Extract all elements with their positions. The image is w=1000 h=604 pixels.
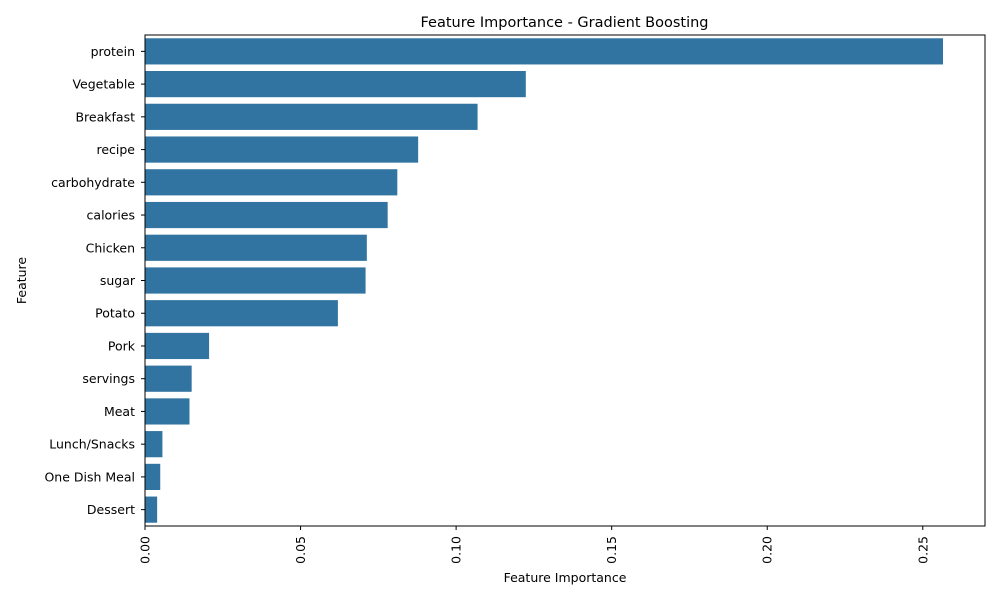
bar-meat xyxy=(145,398,190,425)
y-tick-label: protein xyxy=(91,44,135,59)
bar-breakfast xyxy=(145,103,478,130)
bar-dessert xyxy=(145,496,158,523)
bar-carbohydrate xyxy=(145,169,398,196)
bar-chicken xyxy=(145,234,367,261)
y-tick-label: servings xyxy=(82,371,135,386)
x-tick-label: 0.10 xyxy=(449,536,464,564)
y-axis-label: Feature xyxy=(14,257,29,305)
bar-potato xyxy=(145,300,338,327)
y-tick-label: Lunch/Snacks xyxy=(49,437,135,452)
x-tick-label: 0.20 xyxy=(760,536,775,564)
bar-sugar xyxy=(145,267,366,294)
y-tick-label: Dessert xyxy=(87,502,135,517)
x-axis-label: Feature Importance xyxy=(504,570,627,585)
bar-vegetable xyxy=(145,71,526,98)
y-tick-label: Breakfast xyxy=(75,109,135,124)
bars-group xyxy=(145,38,943,523)
chart-title: Feature Importance - Gradient Boosting xyxy=(420,15,708,31)
y-tick-label: sugar xyxy=(100,273,136,288)
x-tick-label: 0.25 xyxy=(915,536,930,564)
y-tick-label: Vegetable xyxy=(72,77,135,92)
x-tick-label: 0.05 xyxy=(293,536,308,564)
y-tick-label: One Dish Meal xyxy=(44,469,135,484)
y-tick-label: recipe xyxy=(96,142,135,157)
x-tick-label: 0.15 xyxy=(604,536,619,564)
y-tick-label: carbohydrate xyxy=(51,175,135,190)
y-tick-label: calories xyxy=(87,208,135,223)
y-axis-ticks: protein Vegetable Breakfast recipe carbohydr… xyxy=(44,44,145,517)
y-tick-label: Pork xyxy=(108,338,136,353)
x-axis-ticks: 0.00 0.05 0.10 0.15 0.20 0.25 xyxy=(138,526,930,564)
y-tick-label: Potato xyxy=(95,306,135,321)
bar-pork xyxy=(145,332,210,360)
bar-protein xyxy=(145,38,943,65)
y-tick-label: Chicken xyxy=(86,240,135,255)
plot-frame xyxy=(144,34,986,527)
bar-servings xyxy=(145,365,192,392)
bar-calories xyxy=(145,201,388,229)
x-tick-label: 0.00 xyxy=(138,536,153,564)
bar-lunch-snacks xyxy=(145,431,163,458)
bar-recipe xyxy=(145,136,419,163)
bar-one-dish-meal xyxy=(145,463,161,490)
y-tick-label: Meat xyxy=(104,404,135,419)
